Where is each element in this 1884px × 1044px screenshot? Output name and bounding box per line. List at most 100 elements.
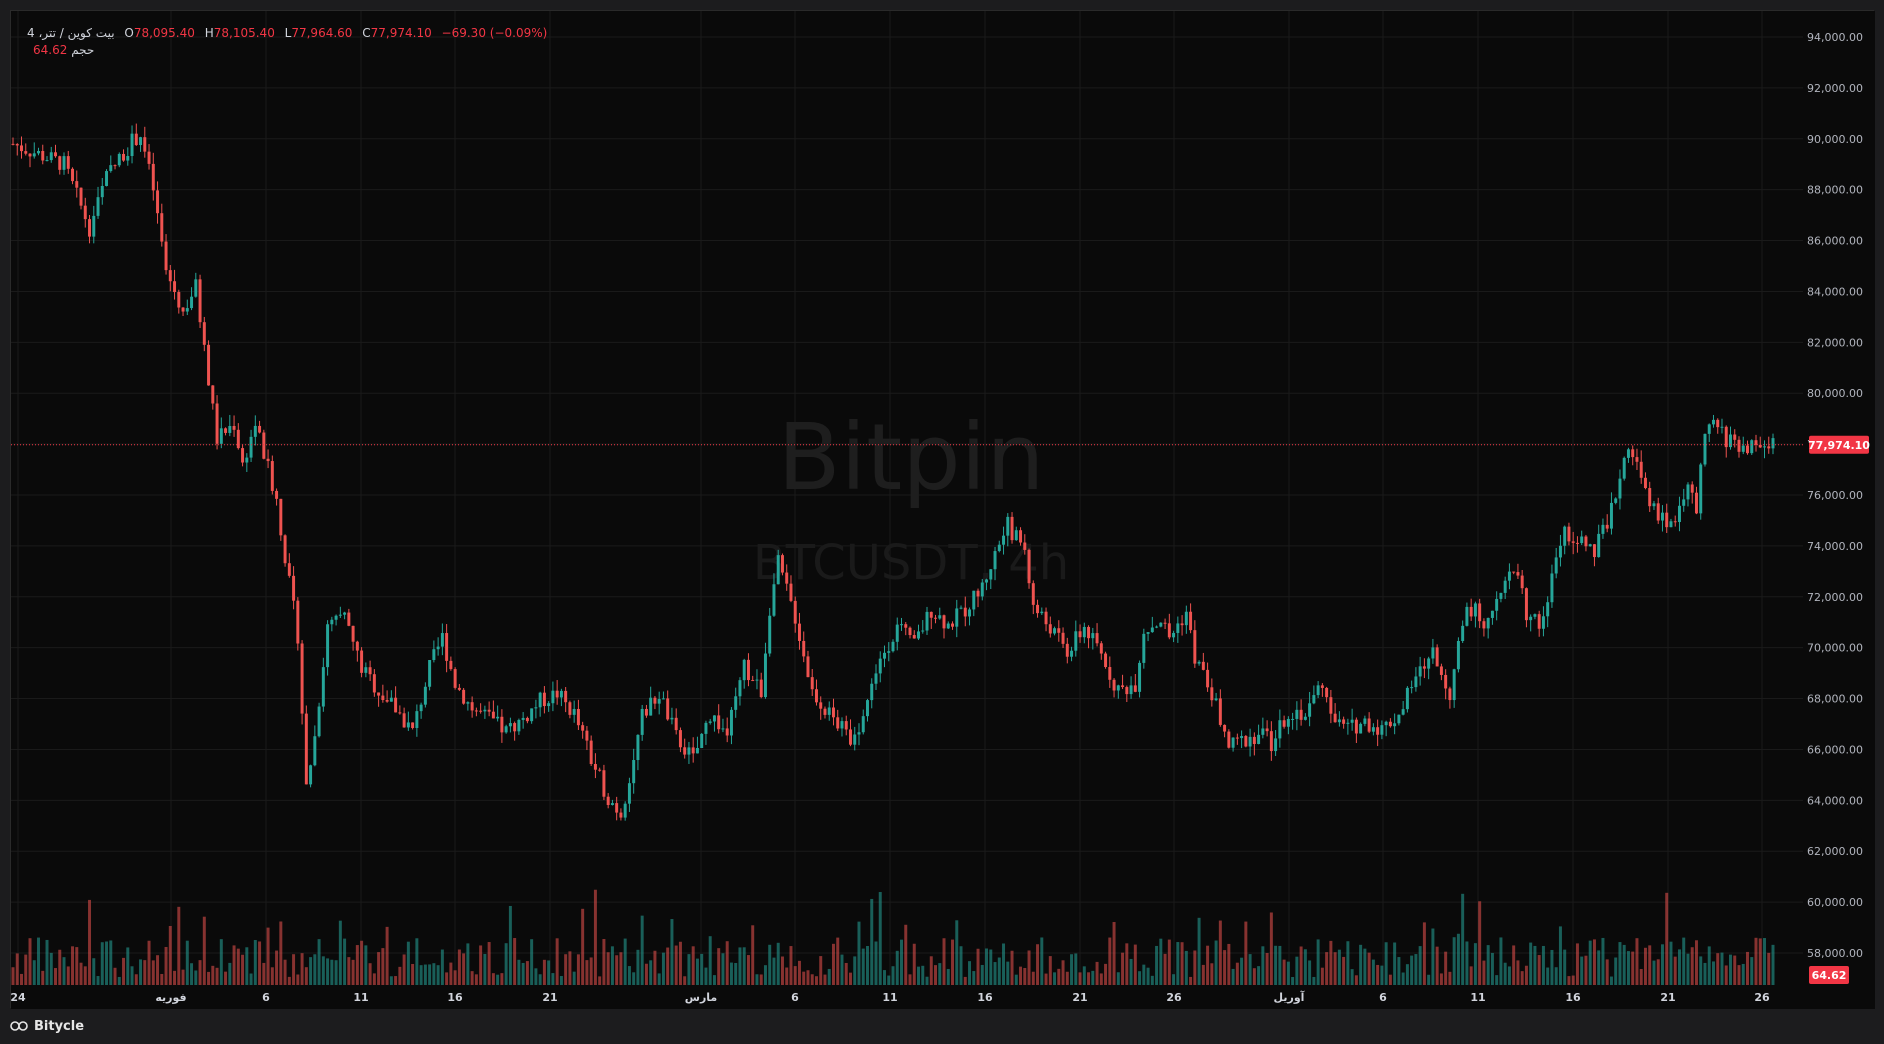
candle-body	[581, 725, 585, 731]
volume-bar	[534, 968, 538, 985]
volume-bar	[1363, 948, 1367, 985]
volume-bar	[1082, 966, 1086, 985]
candle-body	[980, 582, 984, 597]
candle-body	[496, 716, 500, 719]
candle-body	[32, 153, 36, 157]
volume-bar	[704, 967, 708, 985]
candle-body	[555, 690, 559, 698]
candle-body	[1269, 731, 1273, 752]
volume-bar	[1150, 975, 1154, 985]
volume-bar	[1720, 952, 1724, 985]
candle-body	[1286, 718, 1290, 727]
x-tick-label: 24	[11, 991, 26, 1004]
footer-brand[interactable]: Bitycle	[34, 1018, 85, 1034]
candle-body	[1121, 685, 1125, 688]
volume-bar	[1295, 956, 1299, 985]
volume-bar	[1626, 951, 1630, 985]
candle-body	[1729, 434, 1732, 448]
candle-body	[1036, 604, 1040, 614]
volume-bar	[58, 949, 62, 985]
candle-body	[985, 579, 989, 583]
candle-body	[763, 653, 767, 698]
candle-body	[746, 659, 750, 681]
candle-body	[959, 607, 963, 609]
volume-bar	[147, 940, 151, 985]
candle-body	[415, 711, 419, 728]
x-tick-label: 16	[447, 991, 463, 1004]
candle-body	[292, 575, 296, 601]
volume-bar	[37, 937, 40, 985]
volume-bar	[1592, 939, 1596, 985]
candle-body	[1690, 484, 1694, 493]
candle-body	[41, 150, 45, 161]
candle-body	[62, 156, 66, 170]
volume-bar	[1507, 966, 1511, 985]
volume-bar	[109, 940, 113, 985]
volume-bar	[1180, 942, 1184, 985]
candle-body	[1669, 521, 1673, 528]
volume-bar	[568, 951, 572, 985]
volume-bar	[1541, 945, 1545, 985]
candle-body	[411, 722, 415, 728]
candle-body	[1435, 647, 1439, 667]
volume-bar	[1214, 940, 1218, 985]
chart-canvas[interactable]: 94,000.00 92,000.00 90,000.00 88,000.00 86,0…	[11, 11, 1875, 1009]
candle-body	[1142, 633, 1146, 663]
volume-bar	[479, 945, 483, 985]
candle-body	[874, 673, 878, 684]
volume-bar	[1490, 952, 1494, 985]
volume-bar	[951, 939, 955, 985]
candle-body	[100, 185, 104, 198]
candle-body	[37, 150, 40, 154]
candle-body	[1478, 603, 1482, 622]
candle-body	[1571, 541, 1575, 543]
candle-body	[190, 296, 194, 309]
volume-bar	[866, 946, 869, 985]
volume-bar	[593, 889, 597, 985]
candle-body	[1282, 720, 1286, 727]
candle-body	[287, 563, 291, 576]
volume-bar	[32, 960, 36, 985]
volume-bar	[279, 921, 283, 985]
legend-symbol[interactable]: بیت کوین / تتر، 4	[27, 26, 115, 40]
volume-bar	[929, 956, 933, 985]
volume-bar	[963, 976, 967, 985]
candle-body	[1359, 723, 1363, 734]
candle-body	[1427, 658, 1431, 669]
volume-bar	[198, 960, 202, 985]
volume-bar	[1197, 917, 1201, 985]
candle-body	[1087, 626, 1091, 639]
volume-bar	[1142, 964, 1146, 985]
candle-body	[632, 760, 636, 784]
candle-body	[1388, 721, 1392, 727]
candle-body	[1104, 653, 1108, 668]
x-tick-label: 6	[1379, 991, 1387, 1004]
footer-bar: Bitycle	[10, 1012, 84, 1040]
volume-bar	[1524, 965, 1528, 985]
candle-body	[470, 702, 474, 711]
volume-bar	[1660, 944, 1664, 985]
y-tick-label: 60,000.00	[1807, 896, 1863, 909]
volume-bar	[1099, 973, 1103, 985]
candle-body	[300, 643, 304, 714]
volume-bar	[1729, 954, 1732, 985]
candle-body	[793, 600, 797, 624]
volume-bar	[649, 960, 653, 985]
candle-body	[968, 609, 972, 617]
volume-bar	[496, 974, 500, 985]
volume-bar	[717, 948, 721, 985]
candle-body	[1146, 632, 1150, 634]
candle-body	[173, 281, 177, 293]
candle-body	[1274, 738, 1278, 752]
candle-body	[989, 569, 993, 580]
volume-bar	[1231, 968, 1235, 985]
candle-body	[207, 344, 211, 386]
volume-bar	[1401, 972, 1405, 985]
x-tick-label: 21	[542, 991, 557, 1004]
candle-body	[1465, 606, 1469, 626]
volume-bar	[895, 950, 899, 985]
volume-bar	[538, 974, 542, 985]
legend-volume-label[interactable]: حجم	[71, 43, 95, 57]
volume-bar	[487, 942, 491, 985]
volume-bar	[1172, 974, 1176, 985]
